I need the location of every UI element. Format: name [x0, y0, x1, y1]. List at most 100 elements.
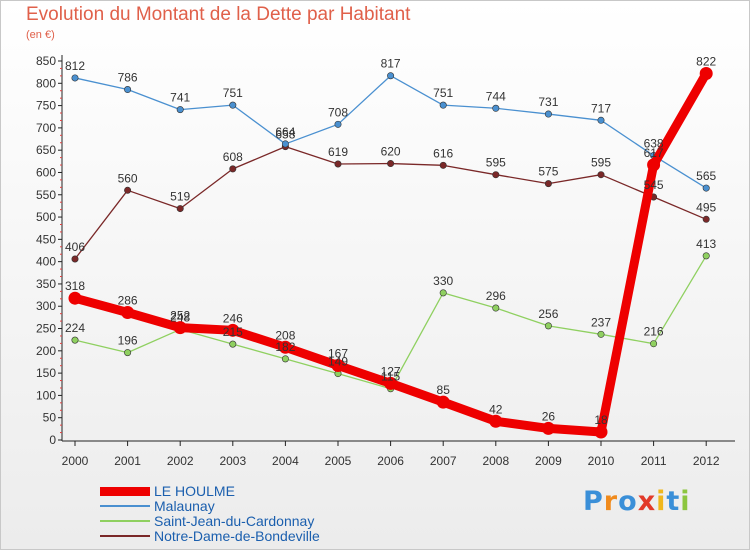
data-point: [124, 86, 132, 94]
x-tick-label: 2005: [325, 454, 352, 468]
x-tick-label: 2001: [114, 454, 141, 468]
data-point: [597, 171, 605, 179]
data-label: 717: [591, 101, 611, 115]
data-label: 18: [594, 413, 608, 427]
data-point: [71, 74, 79, 82]
data-label: 286: [118, 293, 138, 307]
logo-letter: t: [666, 486, 681, 517]
data-point: [436, 395, 450, 409]
data-label: 751: [223, 86, 243, 100]
y-tick-label: 450: [36, 232, 56, 246]
data-point: [702, 252, 710, 260]
data-label: 751: [433, 86, 453, 100]
data-label: 26: [542, 409, 556, 423]
data-point: [229, 165, 237, 173]
legend-swatch: [100, 520, 150, 522]
data-label: 237: [591, 315, 611, 329]
data-label: 215: [223, 325, 243, 339]
data-label: 208: [275, 328, 295, 342]
logo-letter: P: [583, 486, 604, 517]
data-label: 115: [381, 370, 400, 384]
data-point: [544, 322, 552, 330]
data-label: 616: [433, 146, 453, 160]
x-tick-label: 2002: [167, 454, 194, 468]
data-label: 595: [486, 156, 506, 170]
logo-letter: o: [618, 486, 638, 517]
legend-label: Saint-Jean-du-Cardonnay: [154, 513, 315, 529]
data-label: 248: [170, 310, 190, 324]
data-point: [594, 425, 608, 439]
data-label: 575: [538, 165, 558, 179]
x-tick-label: 2008: [482, 454, 509, 468]
legend-swatch: [100, 487, 150, 496]
data-point: [492, 104, 500, 112]
data-label: 519: [170, 190, 190, 204]
legend-swatch: [100, 505, 150, 507]
data-point: [71, 336, 79, 344]
proxiti-logo: Proxiti: [583, 486, 691, 517]
logo-letter: i: [656, 486, 667, 517]
data-point: [121, 305, 135, 319]
data-point: [281, 140, 289, 148]
chart-title: Evolution du Montant de la Dette par Hab…: [26, 4, 411, 25]
data-label: 296: [486, 289, 506, 303]
data-label: 744: [486, 89, 506, 103]
data-point: [71, 255, 79, 263]
y-tick-label: 700: [36, 121, 56, 135]
data-point: [699, 66, 713, 80]
data-label: 256: [538, 307, 558, 321]
data-point: [597, 330, 605, 338]
data-point: [173, 321, 187, 335]
data-point: [702, 184, 710, 192]
data-point: [650, 340, 658, 348]
x-tick-label: 2007: [430, 454, 457, 468]
data-label: 127: [381, 364, 401, 378]
y-tick-label: 250: [36, 322, 56, 336]
data-label: 252: [170, 309, 190, 323]
data-label: 182: [275, 340, 295, 354]
data-label: 560: [118, 171, 138, 185]
x-tick-label: 2009: [535, 454, 562, 468]
y-tick-label: 600: [36, 165, 56, 179]
data-point: [439, 161, 447, 169]
data-point: [492, 171, 500, 179]
data-point: [544, 110, 552, 118]
y-tick-label: 850: [36, 54, 56, 68]
unit-label: (en €): [26, 29, 55, 41]
data-point: [387, 72, 395, 80]
y-tick-label: 500: [36, 210, 56, 224]
data-label: 617: [644, 146, 664, 160]
data-label: 741: [170, 91, 190, 105]
data-point: [124, 349, 132, 357]
logo-letter: r: [603, 486, 619, 517]
data-point: [229, 340, 237, 348]
data-label: 495: [696, 200, 716, 214]
data-label: 817: [381, 57, 401, 71]
data-label: 608: [223, 150, 243, 164]
y-tick-label: 100: [36, 388, 56, 402]
y-tick-label: 150: [36, 366, 56, 380]
data-label: 786: [118, 71, 138, 85]
data-label: 822: [696, 54, 716, 68]
y-tick-label: 750: [36, 99, 56, 113]
y-tick-label: 650: [36, 143, 56, 157]
legend-label: LE HOULME: [154, 483, 235, 499]
y-tick-label: 400: [36, 255, 56, 269]
y-tick-label: 550: [36, 188, 56, 202]
data-label: 85: [437, 383, 451, 397]
data-point: [489, 414, 503, 428]
logo-letter: x: [637, 486, 657, 517]
data-point: [647, 158, 661, 172]
data-label: 196: [118, 334, 138, 348]
data-point: [541, 421, 555, 435]
x-tick-label: 2011: [641, 454, 667, 468]
y-tick-label: 200: [36, 344, 56, 358]
data-label: 664: [275, 125, 295, 139]
data-point: [226, 323, 240, 337]
data-label: 318: [65, 279, 85, 293]
data-label: 224: [65, 321, 85, 335]
data-point: [492, 304, 500, 312]
data-point: [384, 376, 398, 390]
legend-label: Malaunay: [154, 498, 215, 514]
data-point: [597, 116, 605, 124]
